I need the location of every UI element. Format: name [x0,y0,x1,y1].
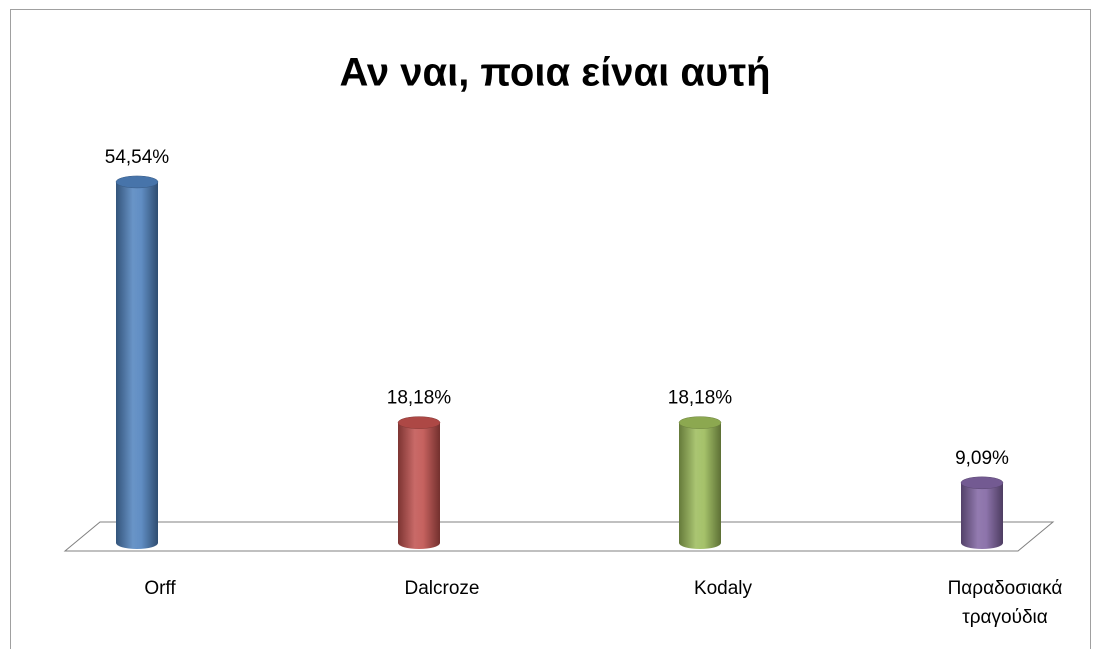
bar-body [961,482,1003,549]
x-tick-label: Orff [144,578,176,599]
floor [63,521,1055,552]
bar [397,416,441,549]
bar-body [116,181,158,550]
data-label: 18,18% [668,388,733,409]
bar [960,476,1004,549]
data-label: 18,18% [387,388,452,409]
chart-border [10,9,1091,649]
bar-top [397,416,441,429]
bar [678,416,722,549]
bar-body [679,422,721,549]
x-tick-label: Dalcroze [404,578,480,599]
chart-title: Αν ναι, ποια είναι αυτή [339,51,770,95]
data-label: 54,54% [105,147,170,168]
x-tick-label: Kodaly [693,578,753,599]
bar-top [678,416,722,429]
bar-body [398,422,440,549]
x-tick-label: Παραδοσιακά τραγούδια [947,578,1063,628]
bar-top [960,476,1004,490]
bar-top [115,175,159,189]
bar [115,175,159,550]
data-label: 9,09% [955,448,1009,469]
